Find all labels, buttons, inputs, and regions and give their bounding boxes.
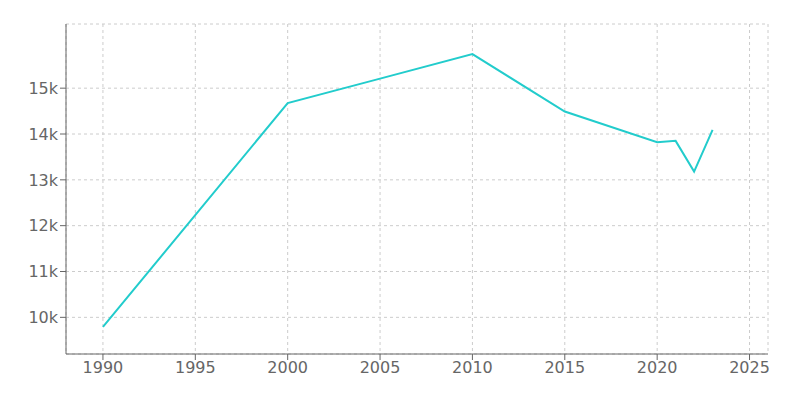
svg-text:12k: 12k [28,216,58,235]
svg-text:2010: 2010 [452,358,493,377]
svg-text:2025: 2025 [729,358,770,377]
svg-text:14k: 14k [28,125,58,144]
svg-text:2015: 2015 [544,358,585,377]
svg-text:15k: 15k [28,79,58,98]
svg-text:2020: 2020 [637,358,678,377]
svg-text:1990: 1990 [83,358,124,377]
svg-text:1995: 1995 [175,358,216,377]
svg-text:2005: 2005 [360,358,401,377]
svg-text:2000: 2000 [267,358,308,377]
svg-text:10k: 10k [28,308,58,327]
svg-text:13k: 13k [28,171,58,190]
svg-text:11k: 11k [28,262,58,281]
